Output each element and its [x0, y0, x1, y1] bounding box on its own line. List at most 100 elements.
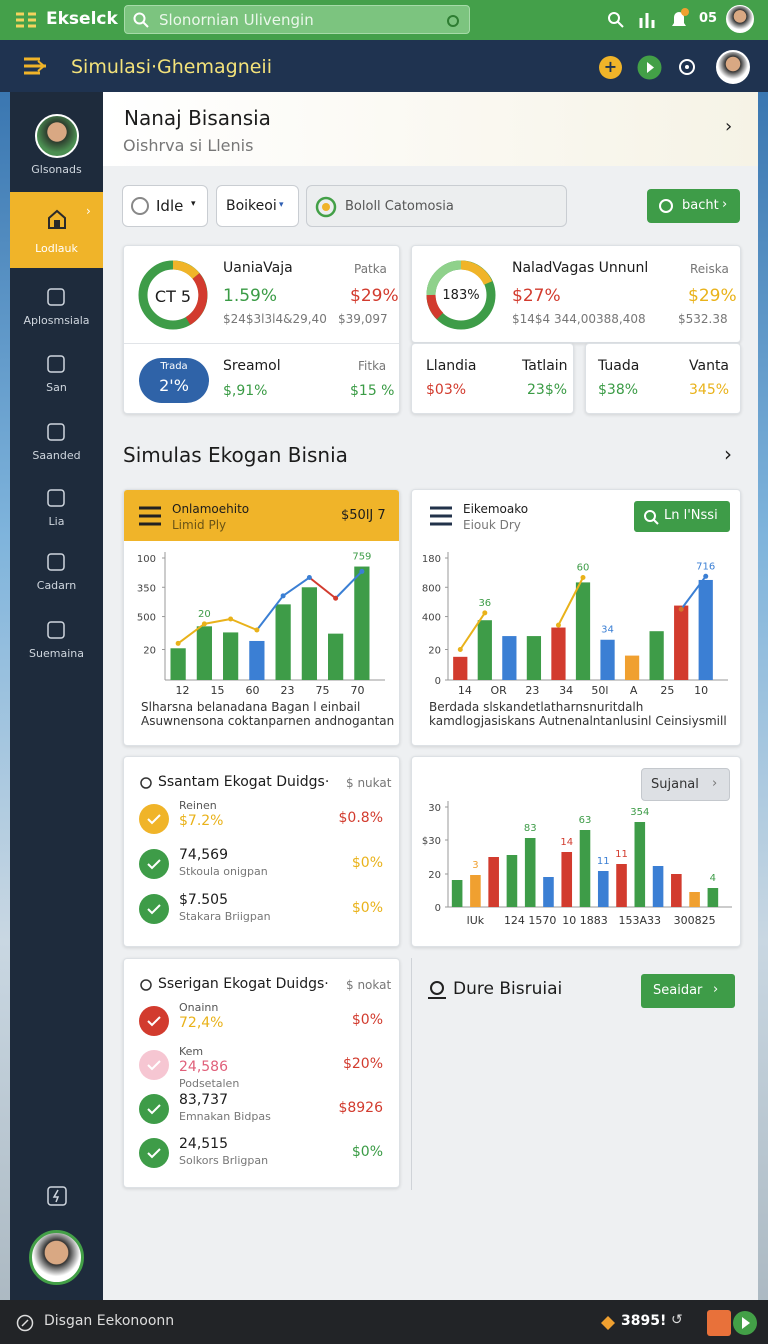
header-icon-shape	[140, 979, 152, 991]
select-text: Boikeoi	[226, 198, 277, 214]
nav-icon[interactable]	[44, 352, 68, 376]
search-box[interactable]: Slonornian Ulivengin	[124, 5, 470, 34]
chevron[interactable]: ›	[724, 442, 732, 466]
list-icon	[139, 506, 161, 526]
nav-icon-shape	[47, 553, 65, 571]
bell-icon[interactable]	[668, 6, 692, 32]
nav-label: Suemaina	[29, 647, 84, 660]
stat-label: Fitka	[358, 359, 387, 373]
status-icon	[139, 804, 169, 834]
pill-label: Trada	[160, 361, 188, 372]
item-label: Onainn	[179, 1001, 219, 1014]
avatar[interactable]	[716, 50, 750, 84]
profile-avatar[interactable]	[35, 114, 79, 158]
status-circle	[139, 1006, 169, 1036]
button[interactable]: bacht ›	[647, 189, 740, 223]
item-right: $0%	[351, 1144, 383, 1160]
search-button[interactable]	[606, 10, 626, 30]
status-circle	[139, 849, 169, 879]
select[interactable]: Boikeoi ▾	[216, 185, 299, 227]
button[interactable]: Ln l'Nssi	[634, 501, 730, 532]
search-text: Bololl Catomosia	[345, 199, 454, 214]
home-icon	[48, 209, 66, 229]
play-button[interactable]	[732, 1310, 758, 1336]
settings-button[interactable]	[677, 57, 697, 77]
stat-name: UaniaVaja	[223, 260, 293, 276]
avatar[interactable]	[726, 5, 754, 33]
nav-icon-shape	[47, 489, 65, 507]
chart-subtitle: Eiouk Dry	[463, 518, 521, 532]
nav-icon[interactable]	[44, 618, 68, 642]
check-mark	[147, 904, 161, 915]
badge: 05	[699, 11, 718, 26]
chevron: ›	[722, 197, 728, 212]
item-right: $0%	[351, 900, 383, 916]
button[interactable]: Seaidar ›	[641, 974, 735, 1008]
settings-icon[interactable]: ↺	[671, 1312, 683, 1328]
sidebar: Glsonads › Lodlauk Aplosmsiala San Saanded…	[10, 92, 103, 1300]
list-icon	[430, 506, 452, 526]
nav-label: Aplosmsiala	[23, 314, 90, 327]
search-icon	[133, 12, 149, 28]
stat-card: CT 5 UaniaVaja Patka 1.59% $29% $24$3l3l…	[123, 245, 400, 414]
nav-icon[interactable]	[44, 285, 68, 309]
stat-sub: $39,097	[338, 312, 388, 326]
cell-value: $03%	[426, 382, 467, 398]
stat-label: Reiska	[690, 262, 729, 276]
chart-caption: Asuwnensona coktanparnen andnogantan	[141, 714, 395, 728]
chevron: ›	[86, 204, 91, 218]
bottom-value: 3895!	[621, 1313, 667, 1329]
stat-label: Patka	[354, 262, 387, 276]
menu-icon[interactable]	[22, 56, 48, 76]
chevron: ›	[712, 776, 718, 791]
check-mark	[147, 1104, 161, 1115]
nav-icon[interactable]	[44, 550, 68, 574]
status-icon	[139, 1050, 169, 1080]
divider	[411, 958, 412, 1190]
item-sub: Podsetalen	[179, 1077, 240, 1090]
chart-badge: $50lJ 7	[341, 508, 386, 523]
check-mark	[147, 1016, 161, 1027]
cell-value: 345%	[689, 382, 730, 398]
button[interactable]: Sujanal ›	[641, 768, 730, 801]
grid-button[interactable]	[707, 1310, 731, 1336]
stat-value: $27%	[512, 286, 561, 306]
play-button[interactable]	[637, 55, 662, 80]
status-icon	[16, 1314, 34, 1332]
chart-caption: Slharsna belanadana Bagan l einbail	[141, 700, 361, 714]
panel-icon	[428, 981, 446, 999]
stats-icon[interactable]	[638, 10, 656, 30]
item-label: Stakara Briigpan	[179, 910, 271, 923]
select[interactable]: Idle ▾	[122, 185, 208, 227]
nav-label: Saanded	[32, 449, 81, 462]
button-text: Seaidar	[653, 983, 703, 998]
user-avatar[interactable]	[29, 1230, 84, 1285]
header-icon	[140, 979, 152, 991]
search-field[interactable]: Bololl Catomosia	[306, 185, 567, 227]
list-card: Ssantam Ekogat Duidgs· $ nukat Reinen $7.2%…	[123, 756, 400, 947]
item-right: $0.8%	[338, 810, 383, 826]
nav-icon[interactable]	[44, 420, 68, 444]
item-value: $7.505	[179, 892, 228, 908]
nav-icon[interactable]	[44, 486, 68, 510]
item-label: Emnakan Bidpas	[179, 1110, 271, 1123]
list-meta: $ nukat	[346, 776, 392, 790]
header-icon-shape	[140, 777, 152, 789]
nav-item-active[interactable]: ›	[10, 192, 103, 268]
hero: Nanaj Bisansia Oishrva si Llenis ›	[103, 92, 758, 166]
chevron[interactable]: ›	[725, 116, 733, 137]
status-circle	[139, 894, 169, 924]
status-icon	[139, 1006, 169, 1036]
refresh-icon[interactable]	[445, 12, 461, 28]
add-button[interactable]: +	[599, 56, 622, 79]
chart-card-header: Onlamoehito Limid Ply $50lJ 7	[124, 490, 399, 541]
hero-title: Nanaj Bisansia	[124, 106, 271, 130]
chart-caption: kamdlogjasiskans Autnenalntanlusinl Cein…	[429, 714, 727, 728]
section-title: Simulas Ekogan Bisnia	[123, 443, 348, 467]
bolt-icon[interactable]	[47, 1186, 67, 1206]
stat-name: Sreamol	[223, 358, 281, 374]
nav-label: San	[46, 381, 67, 394]
nav-icon-shape	[47, 355, 65, 373]
status-circle	[139, 1050, 169, 1080]
donut	[138, 260, 208, 330]
